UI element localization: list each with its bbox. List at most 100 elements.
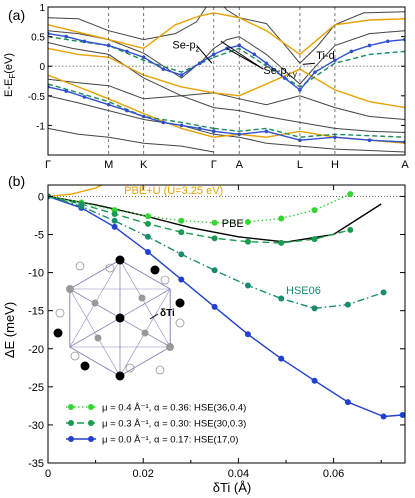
series-point: [78, 203, 85, 210]
band-line-black: [213, 30, 405, 85]
band-marker: [82, 95, 87, 99]
inset-atom: [80, 361, 90, 371]
band-marker: [179, 123, 184, 128]
y-tick-label: 0: [38, 191, 44, 203]
annotation-arrow: [196, 45, 213, 64]
y-tick-label: -35: [28, 458, 44, 470]
series-point: [144, 213, 151, 220]
band-marker: [161, 67, 166, 71]
legend-label: μ = 0.4 Å⁻¹, α = 0.36: HSE(36,0.4): [102, 403, 246, 414]
y-tick-label: -25: [28, 382, 44, 394]
band-line-black: [213, 92, 405, 120]
legend-marker: [68, 404, 74, 410]
series-point: [399, 412, 405, 419]
series-line: [48, 195, 351, 244]
band-line-blue: [48, 86, 214, 132]
band-line-orange: [213, 130, 405, 144]
band-line-orange: [213, 12, 405, 56]
legend-marker: [88, 404, 94, 410]
series-point: [211, 267, 218, 274]
series-line: [48, 193, 351, 224]
energy-x-axis-label: δTi (Å): [213, 480, 252, 495]
series-point: [178, 229, 185, 236]
series-point: [347, 191, 354, 198]
series-point: [178, 276, 185, 283]
series-point: [380, 289, 387, 296]
energy-plot-frame: [47, 184, 406, 464]
kpoint-label: H: [331, 159, 339, 171]
panel-label-b: (b): [8, 173, 25, 189]
series-point: [211, 219, 218, 226]
kpoint-label: M: [104, 159, 113, 171]
y-tick-label: 1: [39, 3, 45, 14]
legend: μ = 0.4 Å⁻¹, α = 0.36: HSE(36,0.4) μ = 0.…: [66, 403, 246, 446]
series-point: [244, 238, 251, 245]
series-point: [178, 217, 185, 224]
y-tick-label: -1: [36, 121, 45, 132]
band-marker: [252, 52, 257, 57]
series-point: [278, 239, 285, 246]
series-point: [311, 236, 318, 243]
x-tick-label: 0: [45, 468, 51, 480]
kpoint-label: A: [236, 159, 244, 171]
band-marker: [367, 138, 372, 142]
band-line-black: [213, 107, 405, 133]
band-annotation: Se-pz: [172, 39, 199, 53]
kpoint-label: L: [297, 159, 303, 171]
band-line-orange: [213, 68, 405, 109]
series-label: HSE06: [286, 285, 321, 297]
inset-arrow: [149, 313, 159, 320]
series-point: [311, 207, 318, 214]
band-marker: [264, 129, 269, 134]
inset-label: δTi: [160, 308, 175, 319]
energy-series: [48, 185, 405, 420]
y-tick-label: 0.5: [31, 33, 45, 44]
band-marker: [211, 52, 216, 57]
band-marker: [125, 108, 129, 113]
series-point: [144, 220, 151, 227]
y-tick-label: 0: [39, 62, 45, 73]
y-tick-label: -30: [28, 420, 44, 432]
kpoint-separators: [108, 7, 336, 155]
energy-panel: δTi 0-5-10-15-20-25-30-35 0 0.02 0.04 0.06 …: [2, 173, 406, 495]
band-line-black: [48, 127, 214, 153]
series-point: [211, 235, 218, 242]
inset-bond: [119, 259, 171, 348]
band-marker: [333, 58, 337, 63]
band-marker: [197, 61, 202, 66]
inset-atom: [175, 298, 185, 308]
legend-label: μ = 0.3 Å⁻¹, α = 0.30: HSE(30,0.3): [102, 419, 246, 430]
legend-marker: [88, 436, 94, 442]
band-marker: [125, 49, 129, 54]
inset-atom: [66, 285, 74, 293]
band-line-black: [48, 95, 214, 135]
inset-atom: [141, 329, 149, 337]
inset-site: [155, 365, 165, 375]
inset-atom: [115, 255, 125, 265]
series-point: [278, 295, 285, 302]
series-point: [311, 305, 318, 312]
band-line-black: [223, 7, 405, 64]
inset-site: [175, 318, 185, 328]
band-line-black: [213, 133, 405, 153]
band-line-orange: [48, 12, 214, 50]
band-plot-frame: [47, 6, 406, 156]
band-line-black: [48, 78, 214, 100]
series-line: [48, 195, 384, 310]
series-point: [344, 399, 351, 406]
band-marker: [82, 39, 87, 44]
series-labels: PBE+U (U=3.25 eV) PBE HSE06: [124, 185, 321, 297]
legend-label: μ = 0.0 Å⁻¹, α = 0.17: HSE(17,0): [102, 435, 238, 446]
x-tick-label: 0.04: [228, 468, 249, 480]
x-tick-label: 0.06: [323, 468, 344, 480]
band-line-blue: [48, 32, 215, 76]
band-line-green: [48, 83, 214, 130]
series-point: [144, 249, 151, 256]
series-point: [244, 218, 251, 225]
band-y-ticks: -1 -0.5 0 0.5 1: [28, 3, 405, 132]
inset-site: [70, 351, 80, 361]
kpoint-label: K: [140, 159, 148, 171]
series-line: [48, 195, 403, 418]
band-marker: [64, 34, 69, 39]
